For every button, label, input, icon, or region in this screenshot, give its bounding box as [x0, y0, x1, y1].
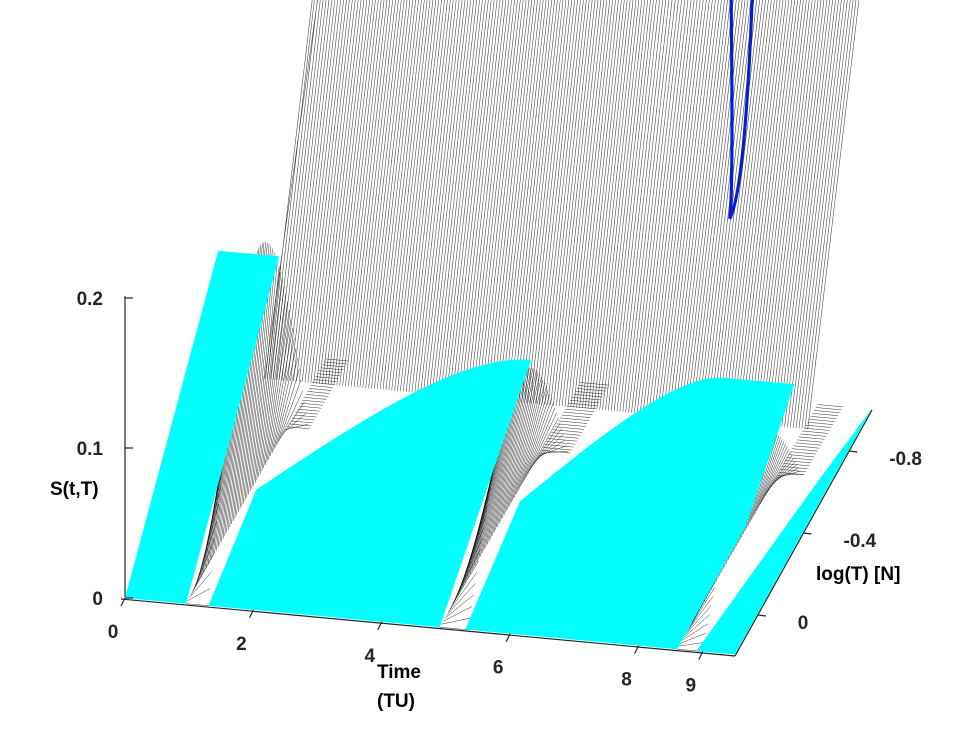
z-tick-label-0: 0	[92, 589, 103, 610]
x-tick-4	[634, 645, 640, 654]
y-tick-label-1: -0.4	[844, 531, 877, 552]
z-tick-label-1: 0.1	[77, 439, 104, 460]
x-tick-3	[505, 633, 511, 642]
tick-group: 0 0.1 0.2 0 2 4 6 8 9 0 -0.4 -0.8	[77, 289, 922, 697]
x-tick-label-4: 8	[621, 670, 632, 691]
x-tick-label-5: 9	[686, 676, 697, 697]
ridge-2	[439, 367, 610, 631]
mesh-lines	[264, 0, 860, 430]
y-tick-2	[849, 450, 858, 453]
x-tick-label-2: 4	[365, 646, 376, 667]
x-tick-label-0: 0	[108, 622, 119, 643]
x-axis-line	[120, 598, 736, 657]
blue-highlight-curve	[728, 0, 754, 220]
x-tick-label-1: 2	[236, 634, 247, 655]
z-tick-label-2: 0.2	[77, 289, 103, 310]
x-tick-2	[377, 621, 383, 631]
z-axis-label: S(t,T)	[50, 479, 99, 500]
floor-patch-1	[125, 250, 280, 604]
floor-patch-2	[208, 359, 532, 628]
x-tick-label-3: 6	[493, 658, 504, 679]
y-tick-label-2: -0.8	[889, 449, 922, 470]
highlight-curve	[728, 0, 754, 220]
x-tick-5	[698, 651, 704, 660]
cyan-floor-plane	[125, 250, 872, 655]
x-axis-unit: (TU)	[377, 691, 415, 712]
y-tick-0	[757, 614, 766, 617]
floor-patch-3	[465, 377, 795, 650]
x-tick-0	[120, 597, 126, 607]
x-tick-1	[248, 609, 254, 619]
y-tick-1	[803, 532, 812, 535]
y-tick-label-0: 0	[798, 613, 809, 634]
floor-patch-4	[696, 408, 872, 655]
y-axis-label: log(T) [N]	[816, 564, 900, 585]
x-axis-label: Time	[377, 662, 421, 683]
